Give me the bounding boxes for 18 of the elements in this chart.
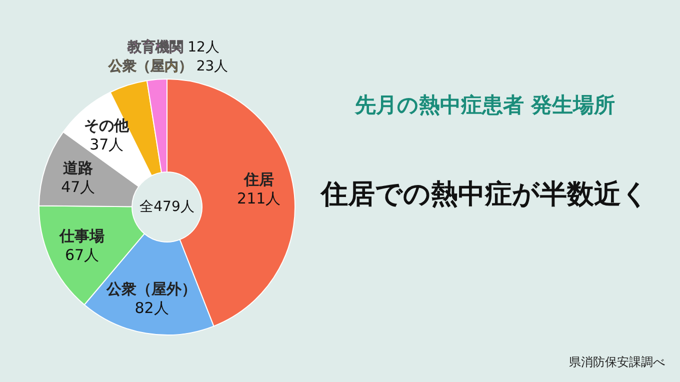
text: 全479人 <box>140 199 194 215</box>
slice-label: 住居 <box>242 170 274 189</box>
slice-label: その他 <box>84 116 130 135</box>
data-label: 23人 <box>196 58 228 75</box>
text: 県消防保安課調べ <box>569 355 665 369</box>
data-label: 37人 <box>90 136 124 154</box>
slice-label: 公衆（屋外） <box>106 280 197 298</box>
text: 住居での熱中症が半数近く <box>320 179 649 210</box>
data-label: 12人 <box>188 39 220 56</box>
slice-label: 教育機関 <box>126 38 184 56</box>
text: 先月の熱中症患者 発生場所 <box>354 93 616 117</box>
slice-label: 仕事場 <box>58 226 104 245</box>
data-label: 47人 <box>61 178 96 196</box>
data-label: 211人 <box>237 190 281 208</box>
data-label: 67人 <box>64 246 100 264</box>
data-label: 82人 <box>134 299 169 318</box>
slice-label: 道路 <box>63 158 94 177</box>
slice-label: 公衆（屋内） <box>107 58 192 75</box>
